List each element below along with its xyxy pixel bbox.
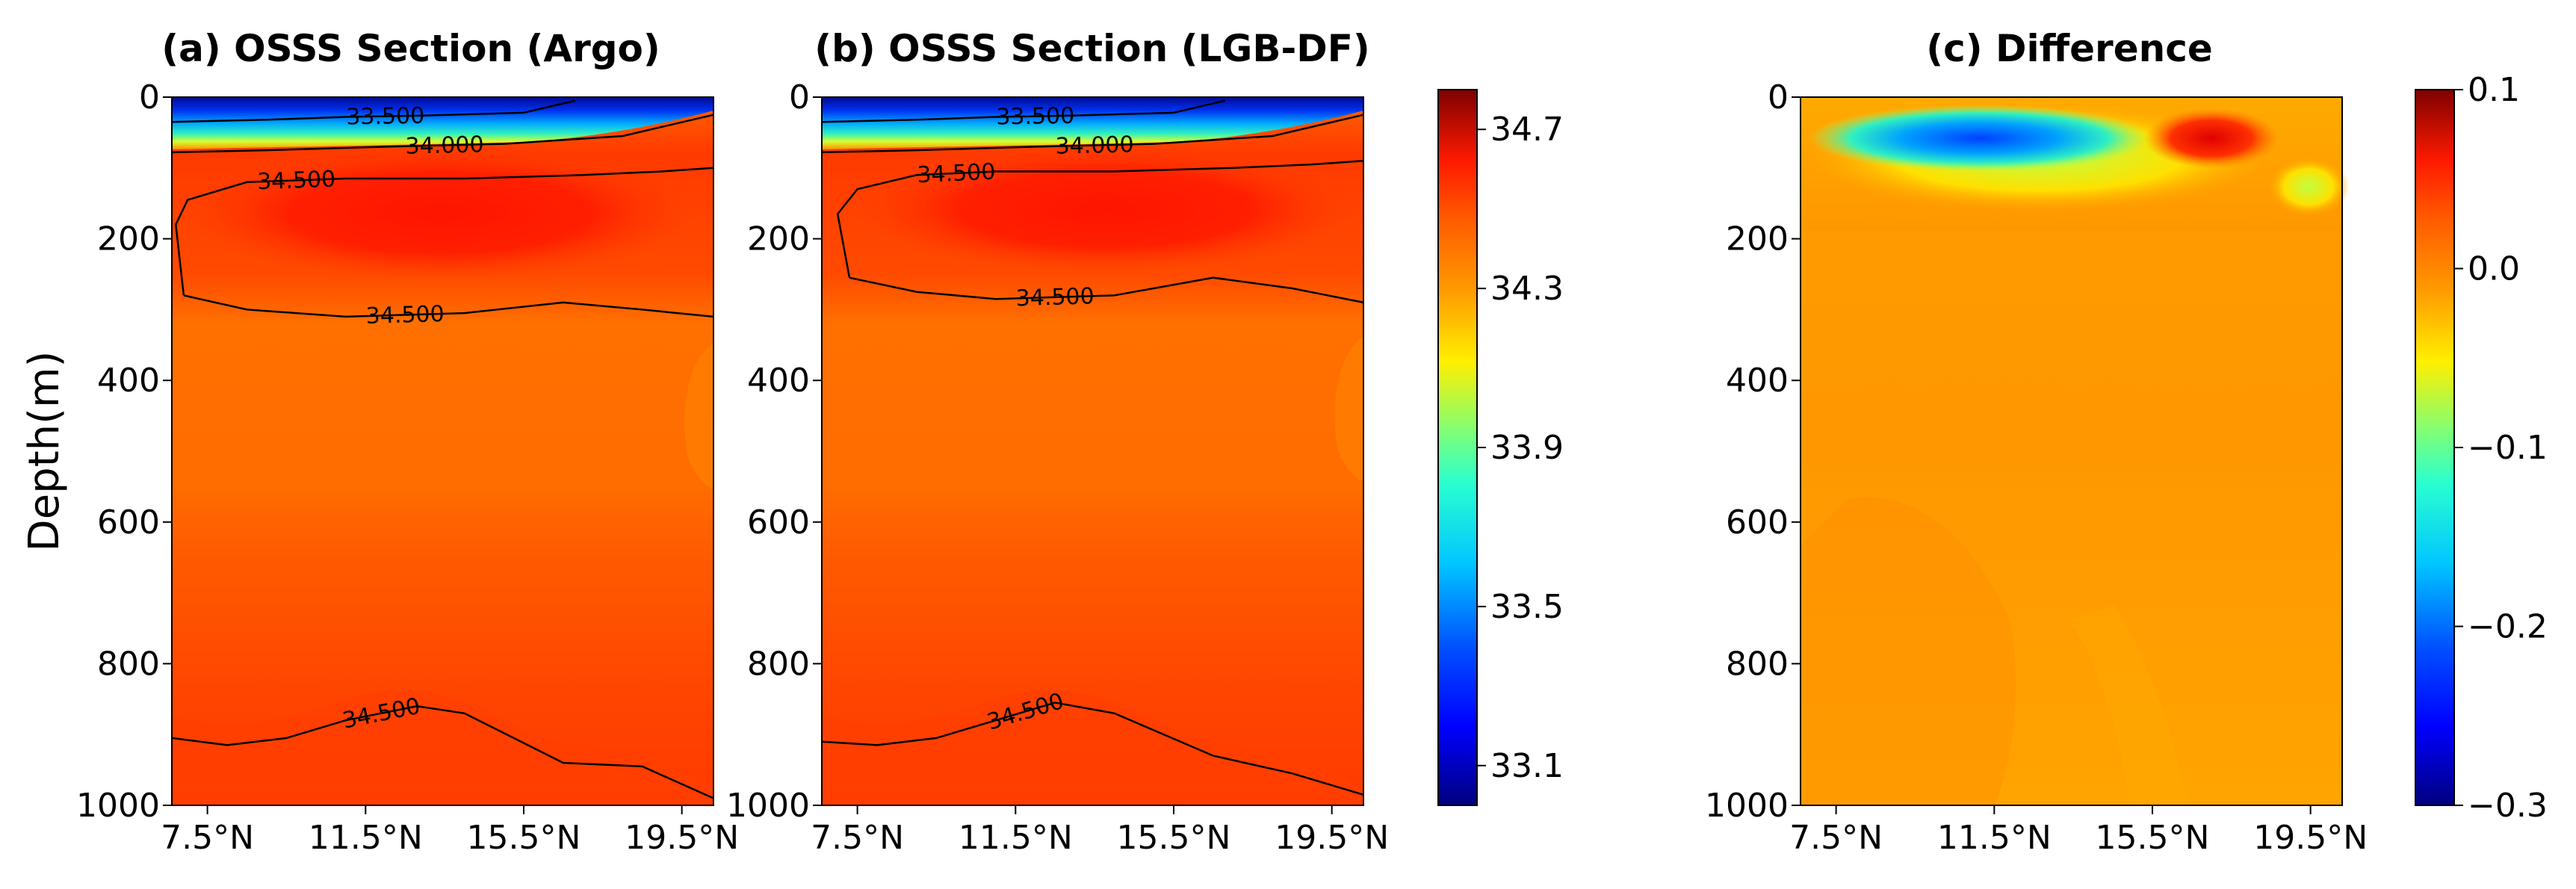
y-tick-label: 400: [747, 362, 810, 400]
y-tick-label: 1000: [76, 787, 160, 825]
panel-a-x-ticks: 7.5°N 11.5°N 15.5°N 19.5°N: [161, 805, 739, 857]
contour-label: 33.500: [996, 103, 1075, 131]
y-tick-label: 800: [747, 645, 810, 683]
colorbar-tick-label: 33.5: [1490, 588, 1564, 626]
x-tick-label: 15.5°N: [1117, 819, 1231, 857]
y-tick-label: 1000: [726, 787, 810, 825]
panel-c-frame: [1800, 96, 2343, 806]
panel-a-core: [187, 146, 695, 280]
y-tick-label: 400: [1726, 362, 1789, 400]
contour-label: 34.500: [1015, 283, 1095, 312]
colorbar-tick-label: 34.7: [1490, 111, 1564, 149]
contour-line: [171, 114, 714, 154]
y-tick-label: 800: [97, 645, 160, 683]
y-tick-label: 0: [1768, 78, 1789, 117]
panel-a-title: (a) OSSS Section (Argo): [161, 27, 660, 70]
y-tick-label: 200: [97, 220, 160, 258]
panel-a-deep-band: [172, 690, 713, 805]
panel-a-surface-layer: [172, 97, 713, 149]
contour-line: [836, 160, 1364, 278]
contour-line: [175, 167, 714, 296]
y-tick-label: 200: [1726, 220, 1789, 258]
panel-b-y-ticks: 0 200 400 600 800 1000: [726, 78, 822, 825]
colorbar-tick-label: −0.3: [2468, 787, 2548, 825]
panel-a-east-lobe: [684, 344, 713, 489]
panel-a-y-ticks: 0 200 400 600 800 1000: [76, 78, 172, 825]
y-tick-label: 1000: [1705, 787, 1789, 825]
panel-a-frame: [171, 96, 714, 806]
contour-line: [821, 99, 1226, 123]
contour-line: [821, 114, 1364, 154]
panel-c-minor-anomaly: [2267, 157, 2350, 217]
contour-label: 34.000: [1055, 131, 1134, 160]
x-tick-label: 11.5°N: [309, 819, 423, 857]
panel-c-negative-anomaly: [1808, 105, 2152, 172]
y-tick-label: 800: [1726, 645, 1789, 683]
x-tick-label: 19.5°N: [625, 819, 739, 857]
colorbar-tick-label: 34.3: [1490, 270, 1564, 308]
contour-label: 34.500: [257, 166, 336, 195]
y-axis-label: Depth(m): [20, 351, 69, 552]
difference-colorbar: 0.1 0.0 −0.1 −0.2 −0.3: [2415, 71, 2548, 825]
colorbar-tick-label: −0.2: [2468, 608, 2548, 646]
contour-label: 34.500: [365, 301, 445, 329]
panel-c-lower-tone-2: [2069, 605, 2189, 805]
contour-line: [171, 705, 714, 799]
salinity-colorbar-fill: [1437, 89, 1478, 806]
x-tick-label: 19.5°N: [1275, 819, 1389, 857]
panel-b-core: [859, 146, 1352, 273]
y-tick-label: 0: [139, 78, 160, 117]
colorbar-tick-label: 33.9: [1490, 429, 1564, 467]
panel-b-x-ticks: 7.5°N 11.5°N 15.5°N 19.5°N: [811, 805, 1389, 857]
contour-label: 34.500: [917, 159, 996, 189]
contour-label: 33.500: [346, 103, 425, 131]
y-tick-label: 200: [747, 220, 810, 258]
panel-c-x-ticks: 7.5°N 11.5°N 15.5°N 19.5°N: [1789, 805, 2368, 857]
x-tick-label: 19.5°N: [2253, 819, 2368, 857]
contour-label: 34.000: [405, 131, 484, 160]
salinity-colorbar: 34.7 34.3 33.9 33.5 33.1: [1437, 89, 1564, 806]
panel-c-y-ticks: 0 200 400 600 800 1000: [1705, 78, 1801, 825]
panel-b-title: (b) OSSS Section (LGB-DF): [814, 27, 1369, 70]
panel-c: (c) Difference 0 200 400 600 800 1000 7.5°N 11…: [1705, 27, 2368, 857]
panel-c-field: [1801, 97, 2350, 805]
x-tick-label: 7.5°N: [811, 819, 904, 857]
contour-line: [821, 701, 1364, 796]
y-tick-label: 400: [97, 362, 160, 400]
contour-line: [849, 276, 1364, 304]
y-tick-label: 600: [747, 504, 810, 542]
x-tick-label: 11.5°N: [1937, 819, 2052, 857]
y-tick-label: 600: [97, 504, 160, 542]
y-tick-label: 0: [789, 78, 810, 117]
panel-a-field: [172, 97, 713, 805]
colorbar-tick-label: −0.1: [2468, 429, 2548, 467]
contour-line: [183, 294, 714, 318]
x-tick-label: 7.5°N: [1789, 819, 1883, 857]
x-tick-label: 11.5°N: [959, 819, 1073, 857]
difference-colorbar-fill: [2415, 89, 2455, 806]
x-tick-label: 15.5°N: [2096, 819, 2210, 857]
x-tick-label: 15.5°N: [467, 819, 581, 857]
y-tick-label: 600: [1726, 504, 1789, 542]
panel-c-title: (c) Difference: [1926, 27, 2213, 70]
panel-b-frame: [821, 96, 1364, 806]
panel-b-field: [822, 97, 1363, 805]
colorbar-tick-label: 0.1: [2468, 71, 2520, 109]
panel-c-lower-tone: [1801, 497, 2016, 805]
contour-line: [171, 99, 576, 123]
colorbar-tick-label: 0.0: [2468, 250, 2520, 288]
colorbar-tick-label: 33.1: [1490, 747, 1564, 785]
panel-b-east-lobe: [1334, 336, 1363, 482]
panel-b-surface-layer: [822, 97, 1363, 149]
x-tick-label: 7.5°N: [161, 819, 254, 857]
panel-b-deep-band: [822, 690, 1363, 805]
panel-c-positive-anomaly: [2144, 108, 2279, 168]
